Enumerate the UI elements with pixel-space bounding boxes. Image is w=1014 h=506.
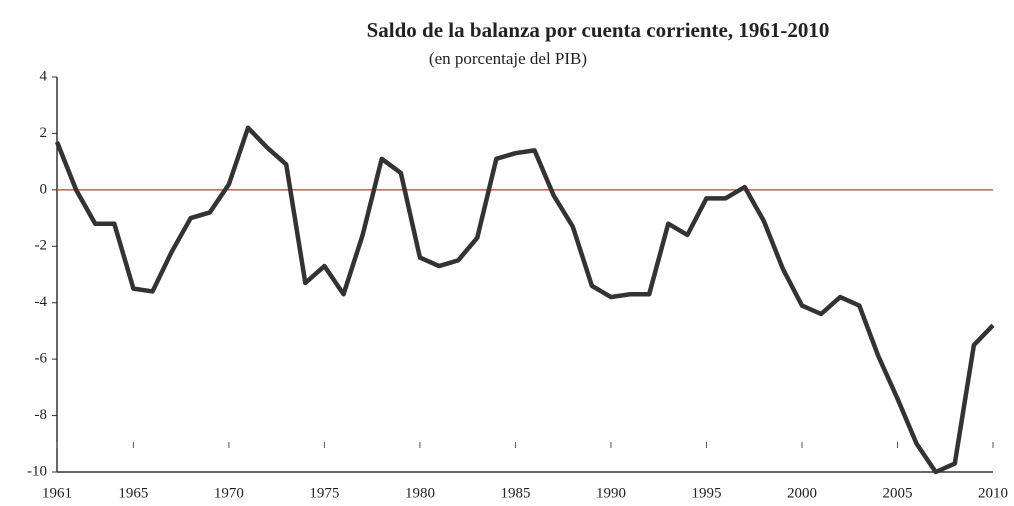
- chart-title: Saldo de la balanza por cuenta corriente…: [367, 18, 830, 42]
- chart-subtitle: (en porcentaje del PIB): [429, 49, 587, 68]
- x-tick-label: 1995: [691, 485, 721, 501]
- x-tick-label: 1980: [405, 485, 435, 501]
- x-tick-label: 1990: [596, 485, 626, 501]
- x-tick-label: 2010: [978, 485, 1008, 501]
- x-tick-label: 1985: [500, 485, 530, 501]
- y-tick-label: -4: [35, 294, 48, 310]
- y-tick-label: -2: [35, 238, 48, 254]
- x-tick-label: 2005: [882, 485, 912, 501]
- y-tick-label: -8: [35, 407, 48, 423]
- x-tick-label: 1970: [214, 485, 244, 501]
- x-tick-label: 1961: [42, 485, 72, 501]
- data-line: [54, 125, 995, 475]
- y-tick-label: -10: [27, 463, 47, 479]
- x-tick-label: 1975: [309, 485, 339, 501]
- y-tick-label: 0: [40, 181, 48, 197]
- y-tick-label: 4: [40, 68, 48, 84]
- y-tick-label: -6: [35, 351, 48, 367]
- y-tick-label: 2: [40, 125, 48, 141]
- x-tick-label: 2000: [787, 485, 817, 501]
- x-tick-label: 1965: [118, 485, 148, 501]
